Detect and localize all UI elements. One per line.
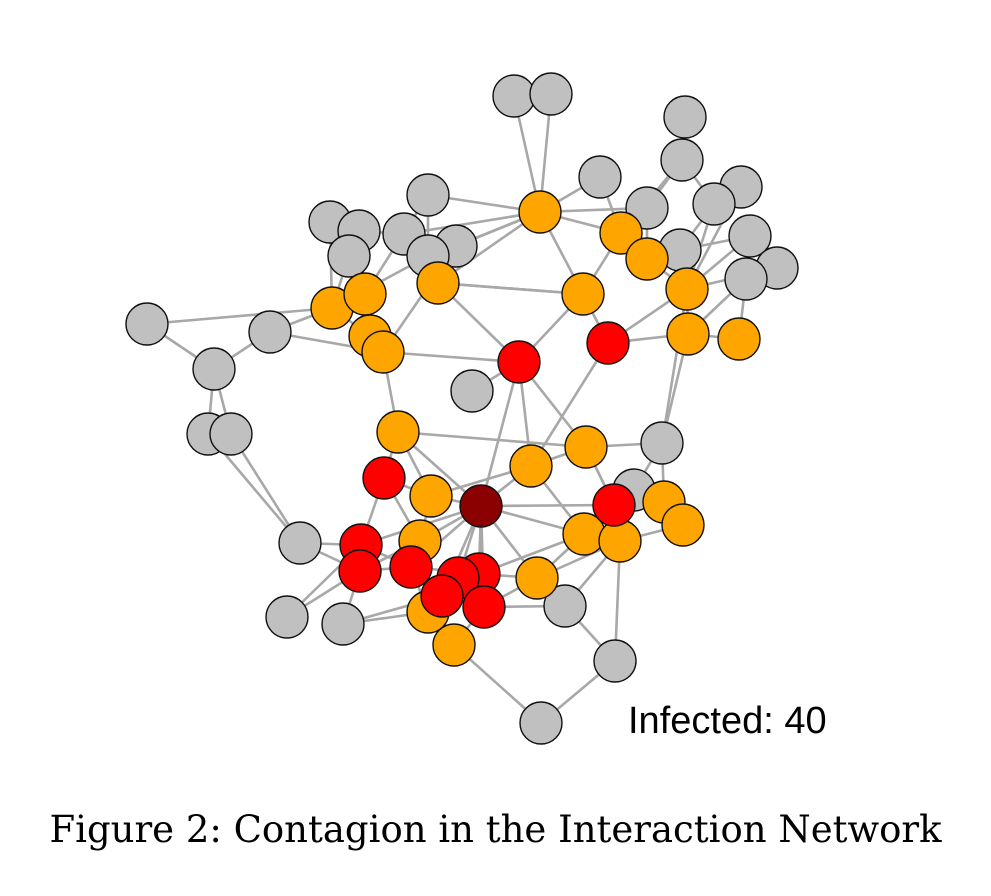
node-uninfected [492, 74, 536, 118]
network-edge [397, 430, 587, 449]
node-uninfected [192, 347, 236, 391]
node-uninfected [248, 310, 292, 354]
node-uninfected [593, 639, 637, 683]
node-recently-infected [515, 556, 559, 600]
node-recently-infected [561, 272, 605, 316]
node-infected [389, 545, 433, 589]
node-recently-infected [361, 330, 405, 374]
node-uninfected [125, 302, 169, 346]
node-recently-infected [432, 623, 476, 667]
node-infected [338, 549, 382, 593]
node-uninfected [519, 701, 563, 745]
node-infected [497, 340, 541, 384]
node-recently-infected [416, 261, 460, 305]
network-edge [437, 281, 584, 296]
node-recently-infected [518, 190, 562, 234]
network-edge [480, 503, 615, 508]
network-edge [403, 210, 541, 236]
network-edge [660, 288, 689, 444]
node-uninfected [724, 257, 768, 301]
node-uninfected [265, 595, 309, 639]
node-uninfected [660, 138, 704, 182]
infected-count-label: Infected: 40 [628, 700, 827, 742]
node-uninfected [529, 72, 573, 116]
node-uninfected [728, 214, 772, 258]
node-recently-infected [343, 272, 387, 316]
node-infected [420, 574, 464, 618]
node-recently-infected [564, 425, 608, 469]
figure-caption: Figure 2: Contagion in the Interaction N… [49, 808, 942, 851]
network-edge [146, 306, 333, 326]
node-uninfected [209, 412, 253, 456]
network-edge [479, 361, 521, 507]
network-diagram [125, 72, 799, 745]
node-recently-infected [661, 503, 705, 547]
node-uninfected [406, 173, 450, 217]
node-infected [586, 321, 630, 365]
node-recently-infected [625, 237, 669, 281]
node-recently-infected [599, 211, 643, 255]
node-uninfected [321, 602, 365, 646]
node-uninfected [543, 584, 587, 628]
node-uninfected [663, 95, 707, 139]
node-uninfected [692, 182, 736, 226]
node-recently-infected [376, 410, 420, 454]
node-recently-infected [409, 474, 453, 518]
node-seed [459, 484, 503, 528]
node-infected [362, 456, 406, 500]
node-recently-infected [509, 444, 553, 488]
node-recently-infected [665, 267, 709, 311]
node-infected [462, 585, 506, 629]
node-recently-infected [666, 312, 710, 356]
node-uninfected [327, 234, 371, 278]
node-recently-infected [717, 317, 761, 361]
node-recently-infected [598, 519, 642, 563]
network-edge [382, 350, 520, 364]
node-uninfected [450, 369, 494, 413]
node-uninfected [640, 421, 684, 465]
network-edge [529, 342, 610, 467]
node-uninfected [578, 155, 622, 199]
node-uninfected [278, 521, 322, 565]
node-infected [592, 483, 636, 527]
node-layer [125, 72, 799, 745]
